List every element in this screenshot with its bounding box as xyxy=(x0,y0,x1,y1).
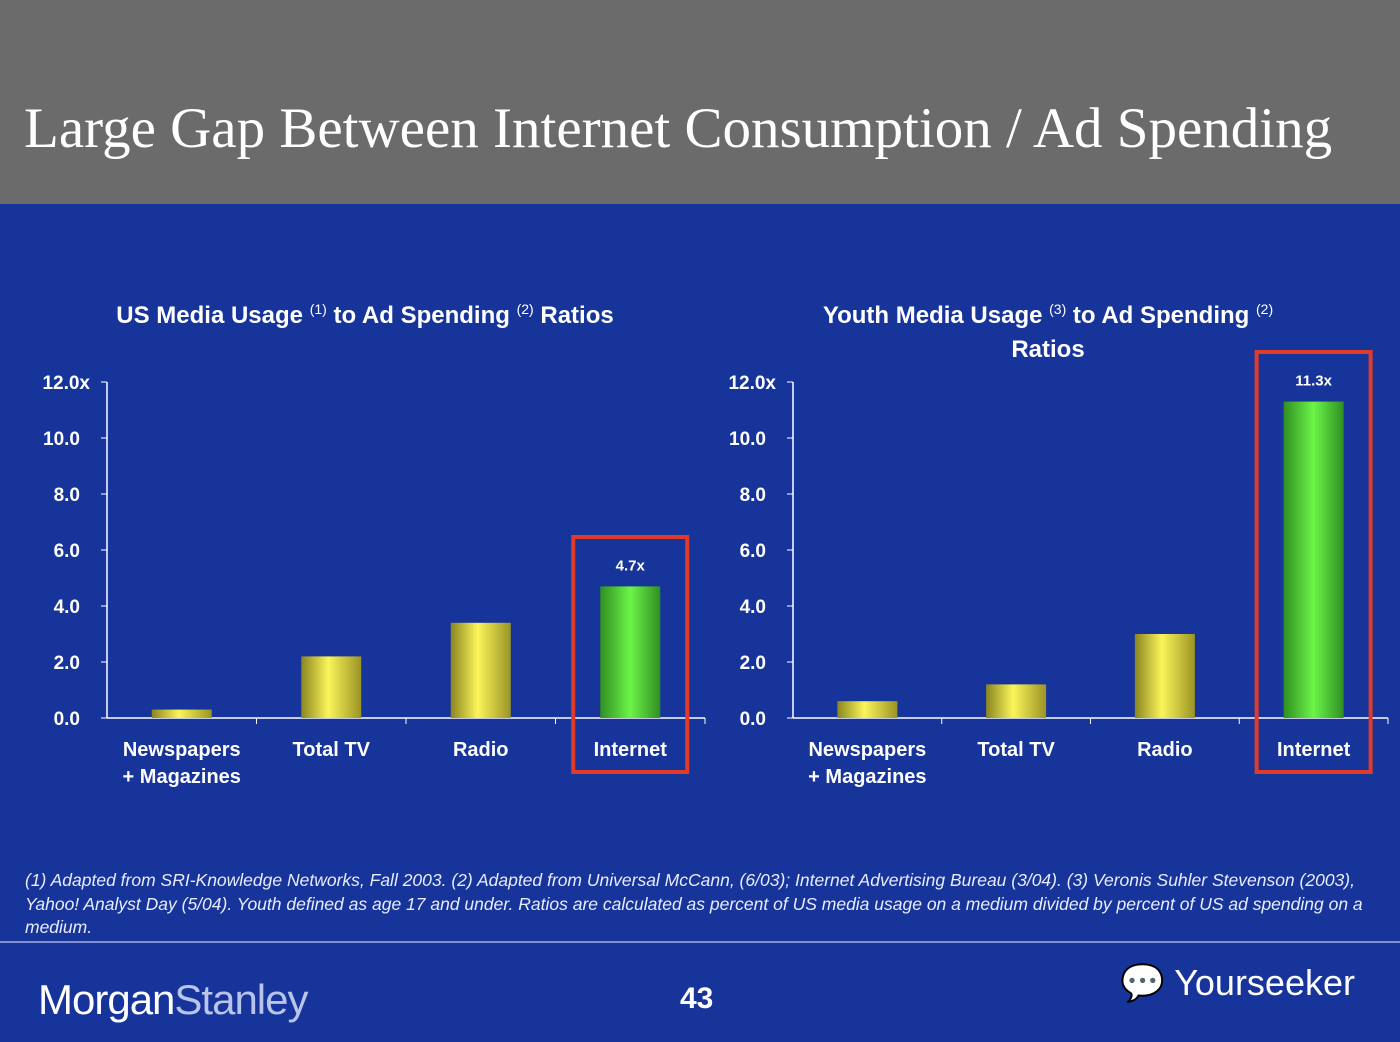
watermark: 💬 Yourseeker xyxy=(1120,962,1355,1003)
bar-radio xyxy=(450,622,511,718)
bar-total-tv xyxy=(301,656,362,718)
page-number: 43 xyxy=(680,982,714,1015)
y-tick-label: 8.0 xyxy=(740,485,766,506)
x-tick-label: Internet xyxy=(594,739,668,761)
x-tick-label: + Magazines xyxy=(123,766,241,788)
y-tick-label: 2.0 xyxy=(740,653,766,674)
bar-total-tv xyxy=(986,684,1047,718)
y-tick-label: 4.0 xyxy=(54,597,80,618)
x-tick-label: Total TV xyxy=(977,739,1055,761)
bar-newspapers xyxy=(837,701,898,718)
y-tick-label: 0.0 xyxy=(54,709,80,730)
y-tick-label: 12.0x xyxy=(42,373,90,394)
data-label: 11.3x xyxy=(1295,373,1332,390)
chart-title-right: Youth Media Usage (3) to Ad Spending (2)… xyxy=(822,301,1274,363)
y-tick-label: 4.0 xyxy=(740,597,766,618)
y-tick-label: 10.0 xyxy=(729,429,766,450)
y-tick-label: 0.0 xyxy=(740,709,766,730)
y-tick-label: 8.0 xyxy=(54,485,80,506)
y-tick-label: 12.0x xyxy=(728,373,776,394)
bar-newspapers xyxy=(151,709,212,718)
chart-title-left: US Media Usage (1) to Ad Spending (2) Ra… xyxy=(116,301,614,329)
bar-internet xyxy=(1283,401,1344,718)
y-tick-label: 2.0 xyxy=(54,653,80,674)
footnote: (1) Adapted from SRI-Knowledge Networks,… xyxy=(25,870,1363,937)
bar-radio xyxy=(1134,634,1195,718)
x-tick-label: + Magazines xyxy=(808,766,926,788)
morgan-stanley-logo: MorganStanley xyxy=(38,976,309,1023)
data-label: 4.7x xyxy=(616,557,646,574)
y-tick-label: 6.0 xyxy=(740,541,766,562)
x-tick-label: Newspapers xyxy=(808,739,926,761)
x-tick-label: Newspapers xyxy=(123,739,241,761)
x-tick-label: Radio xyxy=(1137,739,1193,761)
x-tick-label: Radio xyxy=(453,739,509,761)
x-tick-label: Total TV xyxy=(293,739,371,761)
highlight-box xyxy=(1254,350,1373,774)
bar-internet xyxy=(600,586,661,718)
slide-title: Large Gap Between Internet Consumption /… xyxy=(24,97,1333,160)
wechat-icon: 💬 xyxy=(1120,962,1165,1003)
y-tick-label: 10.0 xyxy=(43,429,80,450)
x-tick-label: Internet xyxy=(1277,739,1351,761)
y-tick-label: 6.0 xyxy=(54,541,80,562)
divider xyxy=(0,941,1400,943)
title-bar: Large Gap Between Internet Consumption /… xyxy=(0,0,1400,204)
highlight-box xyxy=(571,535,690,774)
